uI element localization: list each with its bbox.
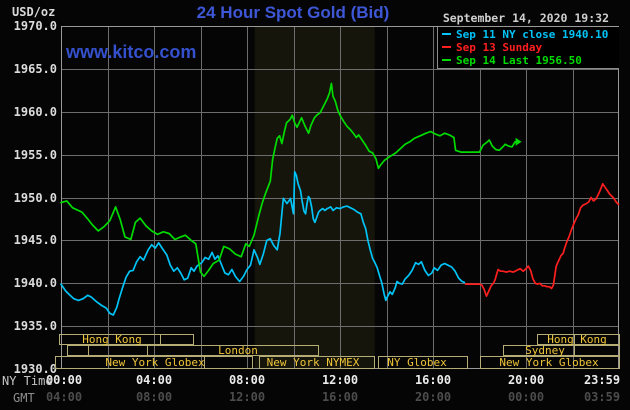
x-axis-tick-ny: 08:00	[228, 373, 266, 387]
session-divider	[160, 334, 161, 345]
session-box	[503, 345, 620, 356]
session-label: London	[218, 344, 258, 357]
session-divider	[88, 345, 89, 356]
y-axis-tick-label: 1935.0	[13, 319, 57, 334]
session-label: Hong Kong	[82, 333, 142, 346]
legend-label: Sep 13 Sunday	[456, 41, 543, 54]
y-axis-tick-label: 1960.0	[13, 104, 57, 119]
y-axis-unit-label: USD/oz	[12, 5, 56, 19]
legend-box: Sep 11 NY close 1940.10 Sep 13 Sunday Sep …	[437, 27, 619, 69]
series-sep13-line	[464, 182, 620, 297]
x-axis-tick-ny: 12:00	[321, 373, 359, 387]
x-axis-tick-ny: 23:59	[583, 373, 621, 387]
last-price-marker	[515, 137, 522, 146]
series-sep11-line	[60, 170, 466, 316]
session-divider	[574, 345, 575, 356]
session-box	[378, 356, 468, 369]
x-axis-tick-gmt: 16:00	[321, 390, 359, 404]
legend-dash-icon	[442, 59, 451, 61]
session-label: Sydney	[525, 344, 565, 357]
chart-datetime: September 14, 2020 19:32	[442, 11, 609, 25]
session-box	[259, 356, 375, 369]
page-title: 24 Hour Spot Gold (Bid)	[196, 3, 390, 22]
series-sep14-line	[60, 82, 516, 278]
legend-dash-icon	[442, 46, 451, 48]
y-axis-tick-label: 1930.0	[13, 362, 57, 376]
ny-time-axis-label: NY Time	[2, 374, 53, 388]
session-box	[55, 356, 253, 369]
session-label: Hong Kong	[547, 333, 607, 346]
x-axis-tick-gmt: 12:00	[228, 390, 266, 404]
session-label: New York NYMEX	[266, 356, 360, 369]
y-axis-tick-label: 1945.0	[13, 233, 57, 248]
gmt-axis-label: GMT	[13, 391, 35, 405]
x-axis-tick-ny: 00:00	[45, 373, 83, 387]
legend-label: Sep 14 Last 1956.50	[456, 54, 582, 67]
x-axis-tick-ny: 20:00	[507, 373, 545, 387]
legend-dash-icon	[442, 33, 451, 35]
session-box	[59, 334, 194, 345]
kitco-watermark: www.kitco.com	[66, 42, 197, 62]
legend-entry: Sep 11 NY close 1940.10	[438, 28, 619, 41]
session-label: NY Globex	[387, 356, 447, 369]
y-axis-tick-label: 1970.0	[13, 19, 57, 33]
legend-label: Sep 11 NY close 1940.10	[456, 28, 609, 41]
session-label: New York Globex	[105, 356, 205, 369]
x-axis-tick-ny: 04:00	[135, 373, 173, 387]
nymex-session-band	[254, 26, 375, 369]
y-axis-tick-label: 1940.0	[13, 276, 57, 291]
session-divider	[204, 356, 205, 369]
session-label: New York Globex	[499, 356, 599, 369]
session-box	[537, 334, 620, 345]
x-axis-tick-gmt: 04:00	[45, 390, 83, 404]
session-box	[480, 356, 620, 369]
x-axis-tick-gmt: 00:00	[507, 390, 545, 404]
x-axis-tick-gmt: 03:59	[583, 390, 621, 404]
legend-entry: Sep 14 Last 1956.50	[438, 54, 619, 67]
session-divider	[147, 345, 148, 356]
session-box	[67, 345, 319, 356]
x-axis-tick-ny: 16:00	[414, 373, 452, 387]
x-axis-tick-gmt: 20:00	[414, 390, 452, 404]
legend-entry: Sep 13 Sunday	[438, 41, 619, 54]
x-axis-tick-gmt: 08:00	[135, 390, 173, 404]
session-divider	[574, 334, 575, 345]
y-axis-tick-label: 1950.0	[13, 190, 57, 205]
y-axis-tick-label: 1955.0	[13, 147, 57, 162]
y-axis-tick-label: 1965.0	[13, 61, 57, 76]
